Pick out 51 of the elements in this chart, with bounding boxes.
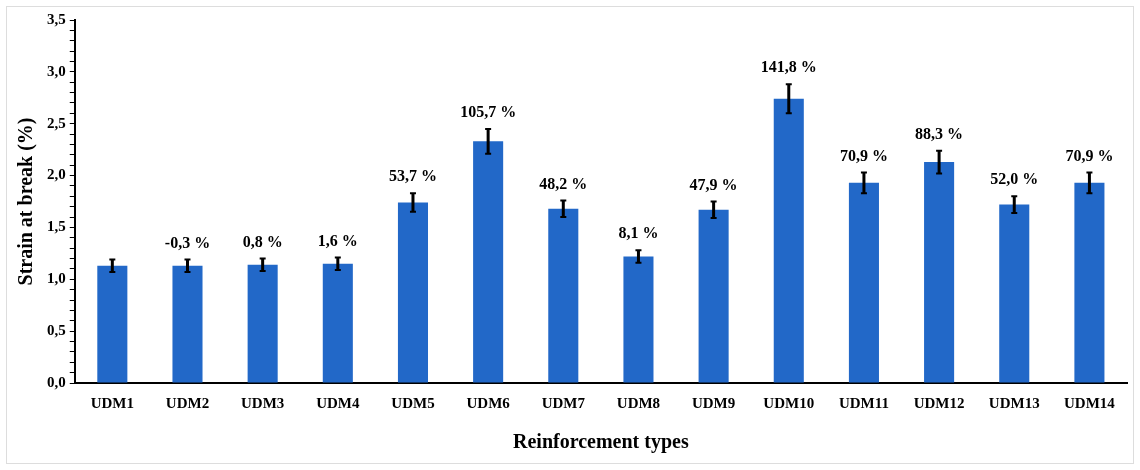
x-tick-label: UDM8 bbox=[616, 394, 661, 411]
y-tick-label: 3,5 bbox=[47, 10, 66, 27]
y-tick-label: 2,5 bbox=[47, 114, 66, 131]
annotation: 70,9 % bbox=[1065, 146, 1114, 164]
x-tick-label: UDM12 bbox=[913, 394, 965, 411]
bar bbox=[999, 204, 1030, 383]
annotation: 47,9 % bbox=[689, 175, 738, 193]
y-tick-label: 3,0 bbox=[47, 62, 66, 79]
bar bbox=[773, 98, 804, 383]
bar bbox=[172, 265, 203, 383]
annotation: 53,7 % bbox=[388, 167, 437, 185]
y-axis-title: Strain at break (%) bbox=[14, 117, 38, 286]
bar bbox=[548, 208, 579, 383]
x-tick-label: UDM3 bbox=[240, 394, 285, 411]
x-tick-label: UDM5 bbox=[391, 394, 435, 411]
bar bbox=[397, 202, 429, 383]
annotation: 1,6 % bbox=[317, 231, 358, 249]
y-tick-label: 2,0 bbox=[47, 166, 66, 183]
y-tick-label: 1,5 bbox=[47, 218, 66, 235]
bar bbox=[473, 141, 504, 383]
bar bbox=[623, 256, 654, 383]
x-tick-label: UDM7 bbox=[541, 394, 586, 411]
y-tick-label: 1,0 bbox=[47, 270, 66, 287]
x-tick-label: UDM1 bbox=[90, 394, 134, 411]
bar bbox=[247, 264, 278, 383]
bar bbox=[848, 182, 879, 383]
y-tick-label: 0,5 bbox=[47, 322, 66, 339]
bar bbox=[97, 265, 128, 383]
annotation: 141,8 % bbox=[760, 58, 817, 76]
x-tick-label: UDM11 bbox=[838, 394, 889, 411]
x-tick-label: UDM10 bbox=[763, 394, 815, 411]
bar bbox=[698, 209, 729, 383]
x-tick-label: UDM4 bbox=[316, 394, 360, 411]
annotation: 0,8 % bbox=[242, 232, 283, 250]
x-axis-title: Reinforcement types bbox=[513, 430, 689, 454]
annotation: -0,3 % bbox=[164, 233, 211, 251]
annotation: 8,1 % bbox=[618, 224, 659, 242]
annotation: 52,0 % bbox=[990, 170, 1039, 188]
y-tick-label: 0,0 bbox=[47, 373, 66, 390]
annotation: 70,9 % bbox=[839, 146, 888, 164]
x-tick-label: UDM13 bbox=[988, 394, 1040, 411]
annotation: 88,3 % bbox=[915, 124, 964, 142]
x-tick-label: UDM14 bbox=[1064, 394, 1116, 411]
annotation: 48,2 % bbox=[539, 174, 588, 192]
bar bbox=[1074, 182, 1105, 383]
x-tick-label: UDM2 bbox=[165, 394, 210, 411]
annotation: 105,7 % bbox=[460, 103, 517, 121]
bar bbox=[924, 162, 955, 383]
x-tick-label: UDM9 bbox=[691, 394, 736, 411]
x-tick-label: UDM6 bbox=[466, 394, 511, 411]
bar bbox=[322, 263, 353, 383]
